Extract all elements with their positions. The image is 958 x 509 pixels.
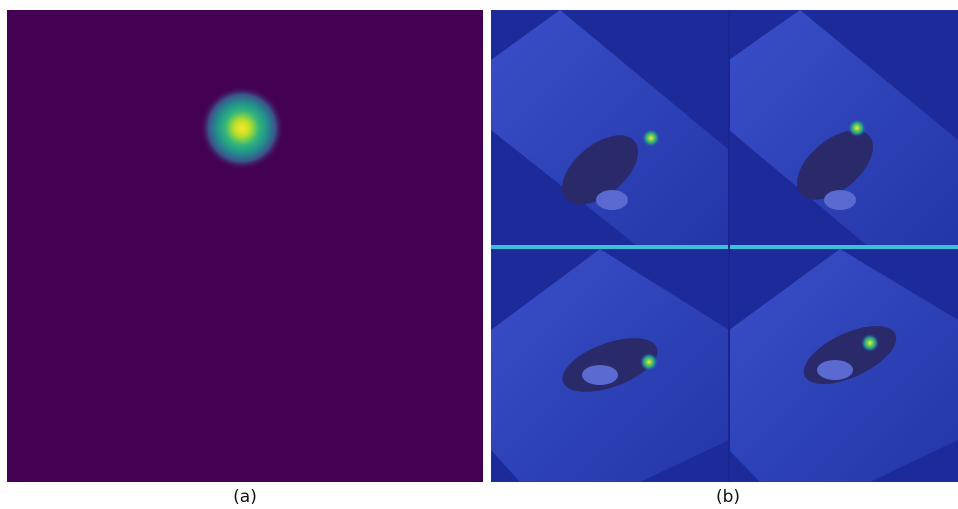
panel-b <box>491 10 958 482</box>
seam <box>491 245 958 249</box>
heatmap-peak <box>200 86 284 170</box>
caption-b: (b) <box>716 487 740 507</box>
caption-a: (a) <box>233 487 257 507</box>
heatmap <box>7 10 483 482</box>
figure: (a) (b) <box>0 0 958 509</box>
panel-a <box>7 10 483 482</box>
